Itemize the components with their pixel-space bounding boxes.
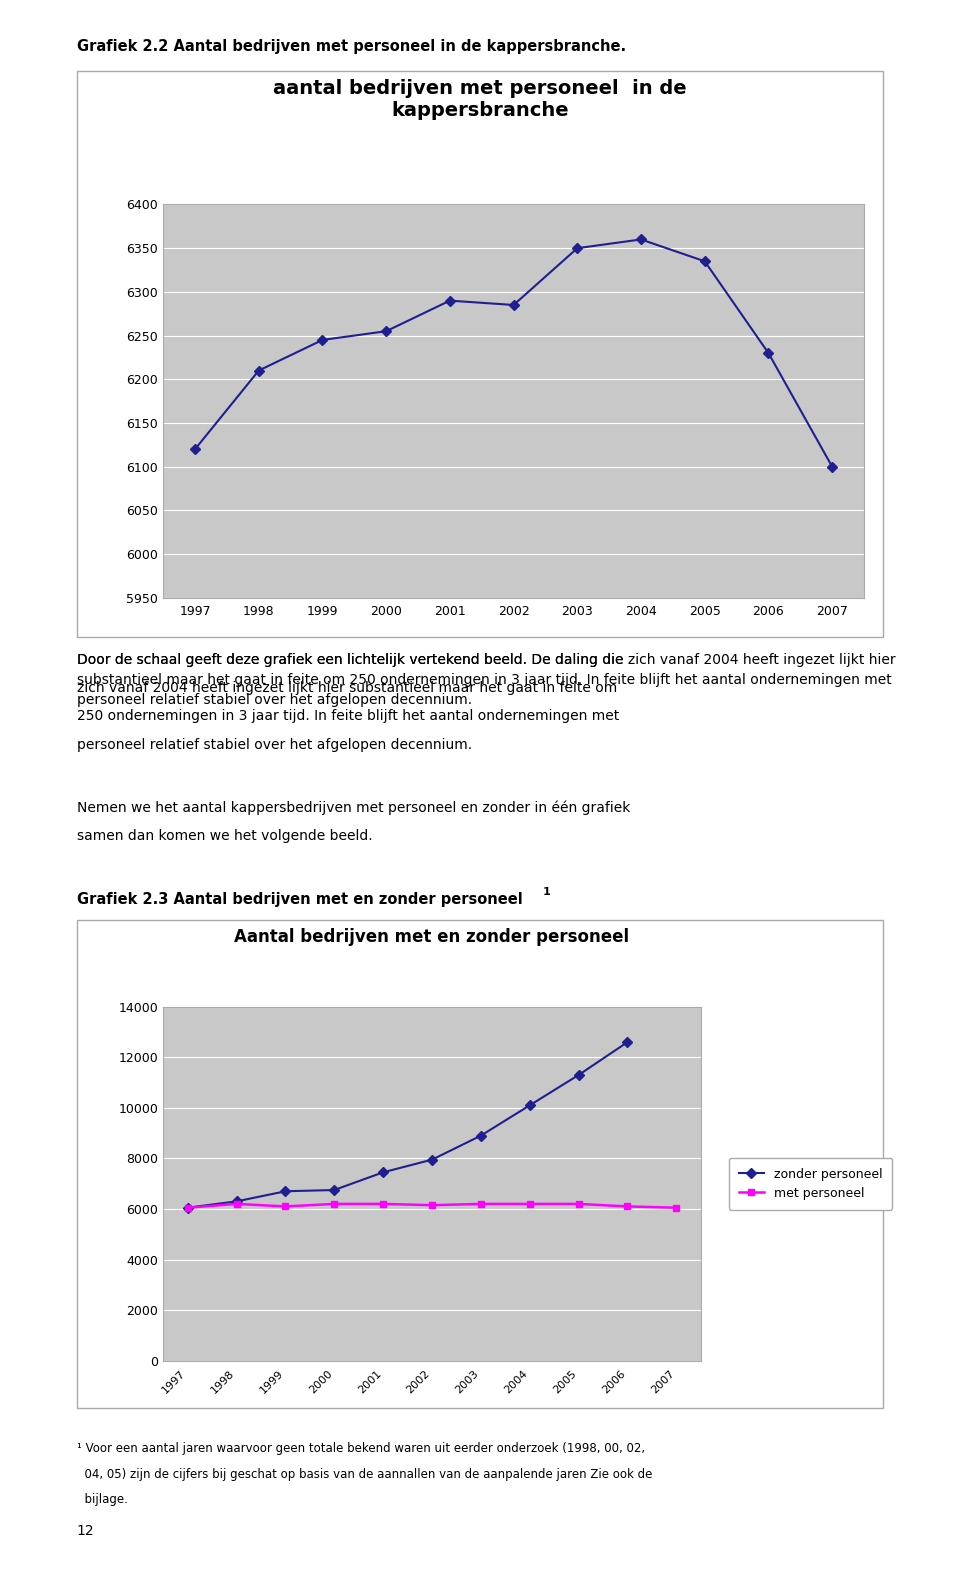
Text: 12: 12 [77, 1524, 94, 1538]
Text: 1: 1 [542, 887, 550, 897]
Text: Nemen we het aantal kappersbedrijven met personeel en zonder in één grafiek: Nemen we het aantal kappersbedrijven met… [77, 801, 630, 815]
Text: samen dan komen we het volgende beeld.: samen dan komen we het volgende beeld. [77, 829, 372, 843]
Text: personeel relatief stabiel over het afgelopen decennium.: personeel relatief stabiel over het afge… [77, 738, 472, 752]
Text: Grafiek 2.3 Aantal bedrijven met en zonder personeel: Grafiek 2.3 Aantal bedrijven met en zond… [77, 892, 522, 908]
Text: Grafiek 2.2 Aantal bedrijven met personeel in de kappersbranche.: Grafiek 2.2 Aantal bedrijven met persone… [77, 39, 626, 55]
Text: bijlage.: bijlage. [77, 1493, 128, 1505]
Text: aantal bedrijven met personeel  in de
kappersbranche: aantal bedrijven met personeel in de kap… [274, 79, 686, 120]
Text: zich vanaf 2004 heeft ingezet lijkt hier substantieel maar het gaat in feite om: zich vanaf 2004 heeft ingezet lijkt hier… [77, 681, 617, 695]
Text: ¹ Voor een aantal jaren waarvoor geen totale bekend waren uit eerder onderzoek (: ¹ Voor een aantal jaren waarvoor geen to… [77, 1442, 645, 1455]
Text: 04, 05) zijn de cijfers bij geschat op basis van de aannallen van de aanpalende : 04, 05) zijn de cijfers bij geschat op b… [77, 1468, 652, 1480]
Legend: zonder personeel, met personeel: zonder personeel, met personeel [729, 1158, 892, 1210]
Text: 250 ondernemingen in 3 jaar tijd. In feite blijft het aantal ondernemingen met: 250 ondernemingen in 3 jaar tijd. In fei… [77, 709, 619, 724]
Text: Door de schaal geeft deze grafiek een lichtelijk vertekend beeld. De daling die: Door de schaal geeft deze grafiek een li… [77, 653, 623, 667]
Text: Aantal bedrijven met en zonder personeel: Aantal bedrijven met en zonder personeel [234, 928, 630, 945]
Text: Door de schaal geeft deze grafiek een lichtelijk vertekend beeld. De daling die : Door de schaal geeft deze grafiek een li… [77, 653, 896, 706]
